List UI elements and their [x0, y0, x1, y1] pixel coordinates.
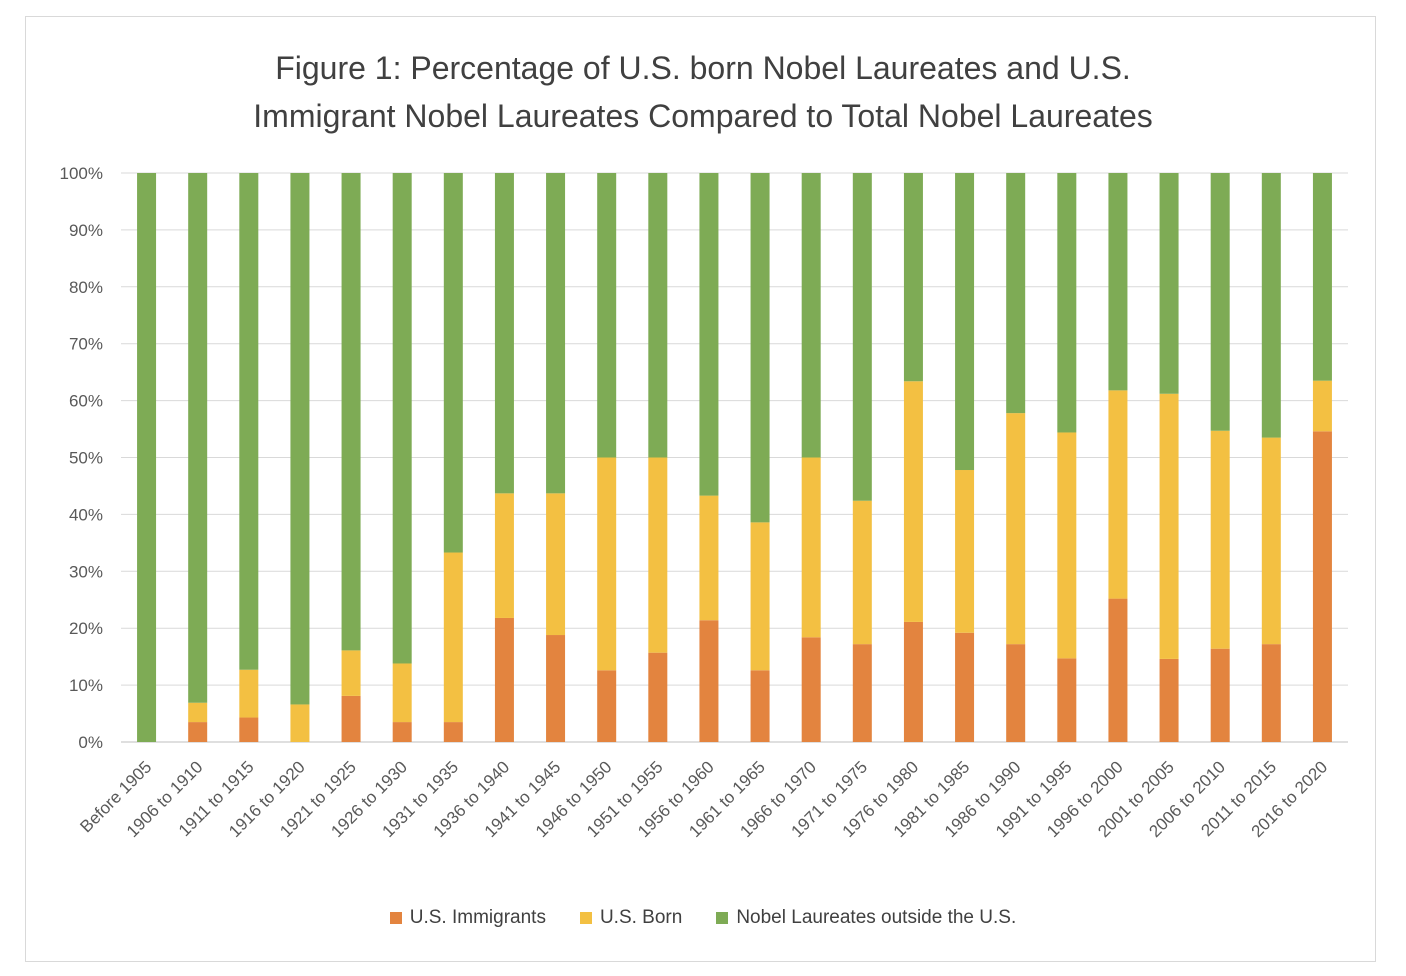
bar-segment: [750, 522, 770, 671]
y-tick-label: 10%: [69, 676, 103, 695]
bar-segment: [1108, 598, 1128, 742]
bar-segment: [188, 702, 208, 723]
bar-segment: [801, 457, 821, 638]
bar-segment: [1261, 437, 1281, 645]
bar-segment: [648, 652, 668, 742]
bar-segment: [546, 173, 566, 494]
bar-segment: [239, 669, 259, 718]
bar-segment: [290, 704, 310, 742]
bar-segment: [1057, 432, 1077, 659]
bar-segment: [546, 635, 566, 742]
y-tick-label: 0%: [78, 733, 103, 752]
y-tick-label: 50%: [69, 449, 103, 468]
bar-segment: [648, 457, 668, 653]
bar-segment: [392, 722, 412, 742]
legend-item: U.S. Immigrants: [389, 907, 546, 929]
bar-segment: [1006, 413, 1026, 645]
bar-segment: [750, 173, 770, 523]
legend-label: Nobel Laureates outside the U.S.: [736, 907, 1017, 928]
bar-segment: [1057, 658, 1077, 742]
bar-segment: [597, 670, 617, 742]
bar-segment: [1210, 173, 1230, 431]
bar-segment: [699, 620, 719, 742]
legend-swatch: [579, 912, 592, 924]
y-tick-label: 20%: [69, 619, 103, 638]
bar-segment: [852, 500, 872, 645]
bar-segment: [341, 173, 361, 651]
legend-label: U.S. Born: [599, 907, 683, 928]
bar-segment: [1159, 658, 1179, 742]
y-tick-label: 100%: [60, 164, 103, 183]
bar-segment: [955, 470, 975, 633]
bar-segment: [494, 173, 514, 494]
bar-segment: [443, 722, 463, 742]
legend-swatch: [389, 912, 402, 924]
bar-segment: [801, 173, 821, 458]
bar-segment: [648, 173, 668, 458]
bar-segment: [903, 621, 923, 742]
bar-segment: [546, 493, 566, 636]
bar-segment: [341, 695, 361, 742]
y-tick-label: 30%: [69, 562, 103, 581]
bar-segment: [597, 457, 617, 671]
y-tick-label: 70%: [69, 335, 103, 354]
legend-swatch: [716, 912, 729, 924]
bar-segment: [188, 722, 208, 742]
bar-segment: [1006, 644, 1026, 742]
legend-label: U.S. Immigrants: [409, 907, 546, 928]
bar-segment: [852, 644, 872, 742]
bar-segment: [494, 617, 514, 742]
bar-segment: [1312, 173, 1332, 381]
chart-legend: U.S. Immigrants U.S. Born Nobel Laureates …: [0, 907, 1406, 929]
bar-segment: [1312, 380, 1332, 432]
bar-segment: [1108, 173, 1128, 391]
bar-segment: [188, 173, 208, 703]
bar-segment: [1108, 390, 1128, 599]
bar-segment: [1057, 173, 1077, 433]
bar-segment: [290, 173, 310, 705]
bar-segment: [341, 650, 361, 696]
bar-segment: [750, 670, 770, 742]
bar-segment: [1261, 644, 1281, 742]
bar-segment: [955, 173, 975, 471]
legend-item: U.S. Born: [579, 907, 683, 929]
bar-segment: [903, 173, 923, 382]
bar-segment: [597, 173, 617, 458]
bar-segment: [852, 173, 872, 501]
bar-segment: [801, 637, 821, 742]
bar-segment: [1210, 648, 1230, 742]
bar-segment: [392, 663, 412, 723]
y-tick-label: 40%: [69, 505, 103, 524]
y-tick-label: 90%: [69, 221, 103, 240]
bar-segment: [1210, 430, 1230, 649]
bar-segment: [1312, 431, 1332, 742]
bar-segment: [903, 381, 923, 622]
y-tick-label: 60%: [69, 392, 103, 411]
bar-segment: [1006, 173, 1026, 414]
bar-segment: [955, 632, 975, 742]
bar-segment: [443, 173, 463, 553]
chart-title: Figure 1: Percentage of U.S. born Nobel …: [253, 50, 1153, 134]
bar-segment: [1159, 173, 1179, 394]
bar-segment: [443, 552, 463, 723]
legend-item: Nobel Laureates outside the U.S.: [716, 907, 1016, 929]
y-tick-label: 80%: [69, 278, 103, 297]
bar-segment: [1159, 393, 1179, 659]
bar-segment: [137, 173, 157, 742]
bar-segment: [1261, 173, 1281, 438]
bar-segment: [699, 173, 719, 496]
bar-segment: [239, 717, 259, 742]
bar-segment: [239, 173, 259, 670]
bar-segment: [392, 173, 412, 664]
bar-segment: [699, 495, 719, 621]
bar-segment: [494, 493, 514, 618]
